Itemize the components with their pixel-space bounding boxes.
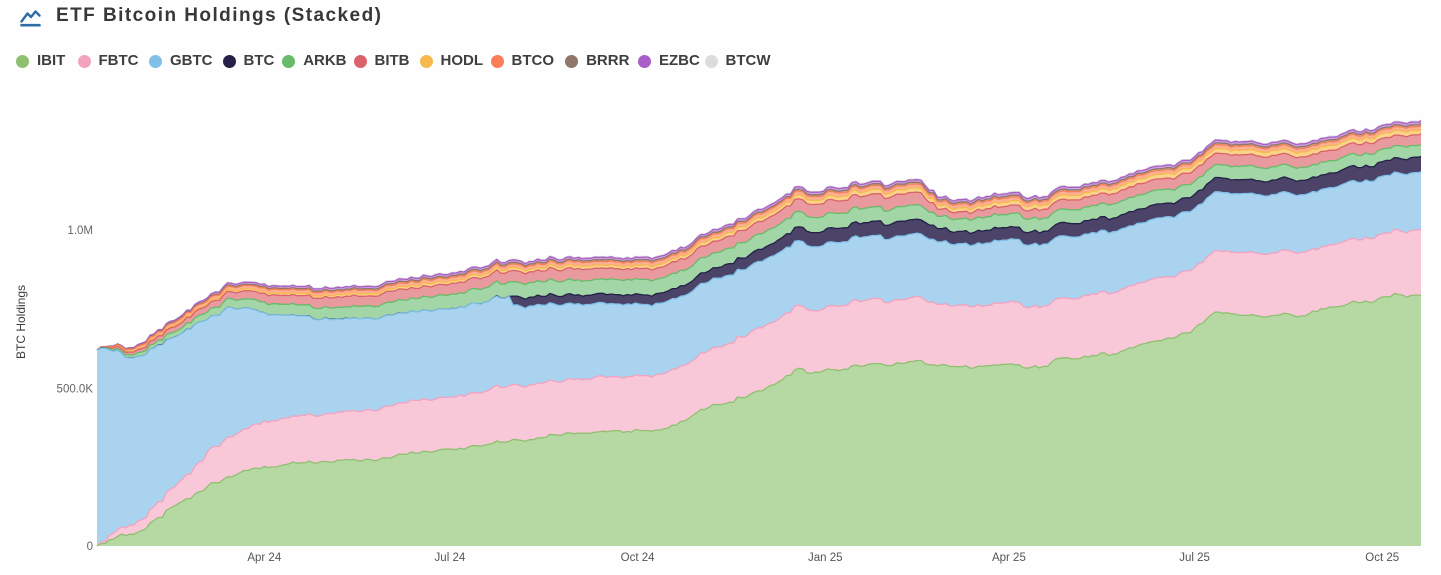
svg-text:Oct 24: Oct 24 bbox=[621, 552, 655, 564]
svg-text:Oct 25: Oct 25 bbox=[1365, 552, 1399, 564]
svg-text:Jan 25: Jan 25 bbox=[808, 552, 843, 564]
svg-text:Apr 25: Apr 25 bbox=[992, 552, 1026, 564]
svg-text:BTC Holdings: BTC Holdings bbox=[14, 285, 28, 359]
svg-text:Jul 25: Jul 25 bbox=[1179, 552, 1210, 564]
svg-text:1.0M: 1.0M bbox=[67, 225, 93, 237]
svg-text:Apr 24: Apr 24 bbox=[247, 552, 281, 564]
svg-text:Jul 24: Jul 24 bbox=[435, 552, 466, 564]
svg-text:0: 0 bbox=[87, 541, 93, 553]
svg-text:500.0K: 500.0K bbox=[57, 384, 94, 396]
